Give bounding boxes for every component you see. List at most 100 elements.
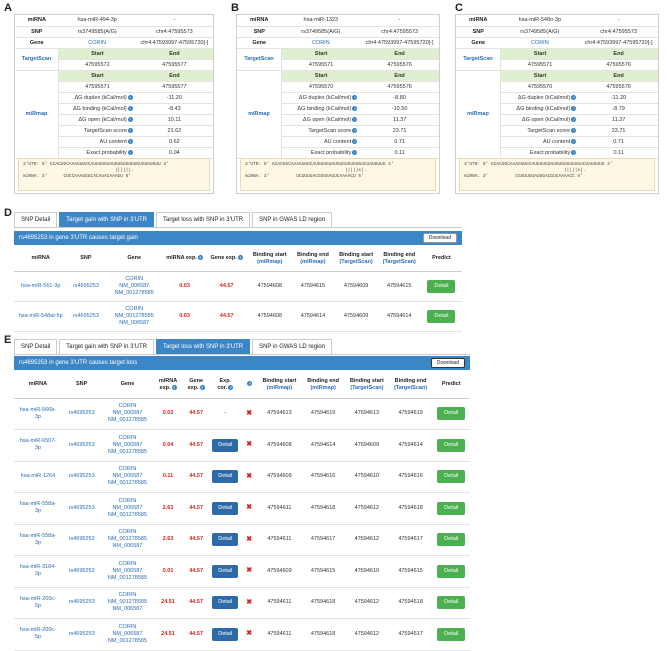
- detail-button[interactable]: Detail: [437, 407, 466, 421]
- help-icon[interactable]: ?: [352, 149, 358, 155]
- help-icon[interactable]: ?: [352, 127, 358, 133]
- exp-cor-detail-button[interactable]: Detail: [212, 438, 239, 452]
- help-icon[interactable]: ?: [199, 384, 205, 390]
- mirna-link[interactable]: hsa-miR-6507- 3p: [14, 429, 62, 462]
- exp-cor-detail-button[interactable]: Detail: [212, 564, 239, 578]
- gene-link[interactable]: CORIN: [500, 37, 580, 49]
- download-button[interactable]: Download: [430, 358, 465, 368]
- mirna-link[interactable]: hsa-miR-1264: [14, 461, 62, 493]
- tab-0[interactable]: SNP Detail: [14, 212, 58, 227]
- detail-button[interactable]: Detail: [437, 438, 466, 452]
- download-button[interactable]: Download: [422, 233, 457, 243]
- col-bind-end-ts: Binding end (TargetScan): [388, 372, 433, 399]
- tab-2[interactable]: Target loss with SNP in 3'UTR: [156, 212, 251, 227]
- help-icon[interactable]: ?: [571, 138, 577, 144]
- binding-start-targetscan: 47594612: [344, 587, 389, 619]
- snp-link[interactable]: rs4695253: [61, 429, 102, 462]
- tab-3[interactable]: SNP in GWAS LD region: [252, 212, 333, 227]
- table-row: hsa-miR-561-3p rs4695253 CORIN NM_006587 NM_…: [14, 271, 462, 302]
- help-icon[interactable]: ?: [571, 149, 577, 155]
- snp-link[interactable]: rs4695253: [67, 301, 105, 332]
- exp-cor-detail-button[interactable]: Detail: [212, 470, 239, 484]
- col-gene-exp: Gene exp.?: [205, 247, 249, 272]
- detail-button[interactable]: Detail: [437, 627, 466, 641]
- tab-0[interactable]: SNP Detail: [14, 339, 58, 354]
- gene-cell[interactable]: CORIN NM_006587 NM_001278585: [101, 429, 154, 462]
- help-icon[interactable]: ?: [127, 149, 133, 155]
- snp-link[interactable]: rs4695253: [61, 524, 102, 556]
- mirna-link[interactable]: hsa-miR-561-3p: [14, 271, 68, 302]
- help-icon[interactable]: ?: [127, 127, 133, 133]
- gene-cell[interactable]: CORIN NM_006587 NM_001278585: [104, 271, 164, 302]
- gene-line: CORIN: [118, 466, 137, 473]
- tab-1[interactable]: Target gain with SNP in 3'UTR: [59, 339, 154, 354]
- detail-button[interactable]: Detail: [437, 564, 466, 578]
- snp-link[interactable]: rs4695253: [61, 587, 102, 619]
- help-icon[interactable]: ?: [352, 116, 358, 122]
- exp-cor-detail-button[interactable]: Detail: [212, 501, 239, 515]
- metric-value: -10.50: [360, 103, 439, 115]
- end-header: End: [360, 48, 439, 60]
- col-bind-start-mirmap: Binding start (miRmap): [248, 247, 292, 272]
- col-gene-exp: Gene exp.?: [182, 372, 210, 399]
- help-icon[interactable]: ?: [237, 255, 243, 261]
- help-icon[interactable]: ?: [571, 105, 577, 111]
- gene-cell[interactable]: CORIN NM_006587 NM_001278585: [101, 492, 154, 525]
- exp-cor-detail-button[interactable]: Detail: [212, 596, 239, 610]
- gene-cell[interactable]: CORIN NM_001278585 NM_006587: [104, 301, 164, 332]
- detail-button[interactable]: Detail: [437, 533, 466, 547]
- snp-link[interactable]: rs4695253: [61, 492, 102, 525]
- snp-link[interactable]: rs4695253: [61, 398, 102, 430]
- exp-cor-detail-button[interactable]: Detail: [212, 627, 239, 641]
- help-icon[interactable]: ?: [571, 116, 577, 122]
- help-icon[interactable]: ?: [127, 94, 133, 100]
- gene-cell[interactable]: CORIN NM_006587 NM_001278585: [101, 398, 154, 430]
- detail-button[interactable]: Detail: [427, 309, 456, 323]
- help-icon[interactable]: ?: [247, 381, 253, 387]
- target-loss-panel: SNP Detail Target gain with SNP in 3'UTR T…: [14, 337, 470, 651]
- help-icon[interactable]: ?: [127, 138, 133, 144]
- help-icon[interactable]: ?: [127, 116, 133, 122]
- info-table: miRNA hsa-miR-548o-3p - SNP rs3749585(A/G) ch…: [456, 15, 658, 159]
- gene-cell[interactable]: CORIN NM_001278585 NM_006587: [101, 587, 154, 619]
- detail-button[interactable]: Detail: [437, 470, 466, 484]
- gene-cell[interactable]: CORIN NM_001278585 NM_006587: [101, 524, 154, 556]
- snp-link[interactable]: rs4695253: [67, 271, 105, 302]
- binding-end-mirmap: 47594614: [291, 301, 335, 332]
- exp-cor-cell: Detail: [209, 429, 241, 462]
- help-icon[interactable]: ?: [171, 384, 177, 390]
- detail-button[interactable]: Detail: [437, 596, 466, 610]
- snp-position: chr4:47595573: [579, 26, 658, 38]
- mirna-link[interactable]: hsa-miR-558a- 3p: [14, 492, 62, 525]
- exp-cor-detail-button[interactable]: Detail: [212, 533, 239, 547]
- help-icon[interactable]: ?: [197, 255, 203, 261]
- gene-cell[interactable]: CORIN NM_006587 NM_001278585: [101, 618, 154, 651]
- gene-link[interactable]: CORIN: [281, 37, 361, 49]
- gene-cell[interactable]: CORIN NM_006587 NM_001278585: [101, 555, 154, 588]
- tab-2[interactable]: Target loss with SNP in 3'UTR: [156, 339, 251, 354]
- help-icon[interactable]: ?: [352, 138, 358, 144]
- mirna-link[interactable]: hsa-miR-558a- 3p: [14, 524, 62, 556]
- detail-button[interactable]: Detail: [437, 501, 466, 515]
- tab-1[interactable]: Target gain with SNP in 3'UTR: [59, 212, 154, 227]
- mirna-link[interactable]: hsa-miR-3184- 3p: [14, 555, 62, 588]
- mirna-link[interactable]: hsa-miR-200c- 5p: [14, 587, 62, 619]
- snp-link[interactable]: rs4695253: [61, 618, 102, 651]
- help-icon[interactable]: ?: [571, 94, 577, 100]
- help-icon[interactable]: ?: [352, 94, 358, 100]
- help-icon[interactable]: ?: [127, 105, 133, 111]
- mirna-link[interactable]: hsa-miR-548at-5p: [14, 301, 68, 332]
- gene-cell[interactable]: CORIN NM_006587 NM_001278585: [101, 461, 154, 493]
- col-mirna-exp-sub: exp.: [159, 384, 171, 391]
- help-icon[interactable]: ?: [571, 127, 577, 133]
- mirna-link[interactable]: hsa-miR-200c- 5p: [14, 618, 62, 651]
- help-icon[interactable]: ?: [352, 105, 358, 111]
- gene-link[interactable]: CORIN: [58, 37, 136, 49]
- tab-3[interactable]: SNP in GWAS LD region: [252, 339, 333, 354]
- snp-link[interactable]: rs4695253: [61, 555, 102, 588]
- help-icon[interactable]: ?: [228, 384, 234, 390]
- mirna-link[interactable]: hsa-miR-566b- 3p: [14, 398, 62, 430]
- snp-link[interactable]: rs4695253: [61, 461, 102, 493]
- detail-button[interactable]: Detail: [427, 279, 456, 293]
- exp-cor-cell: -: [209, 398, 241, 430]
